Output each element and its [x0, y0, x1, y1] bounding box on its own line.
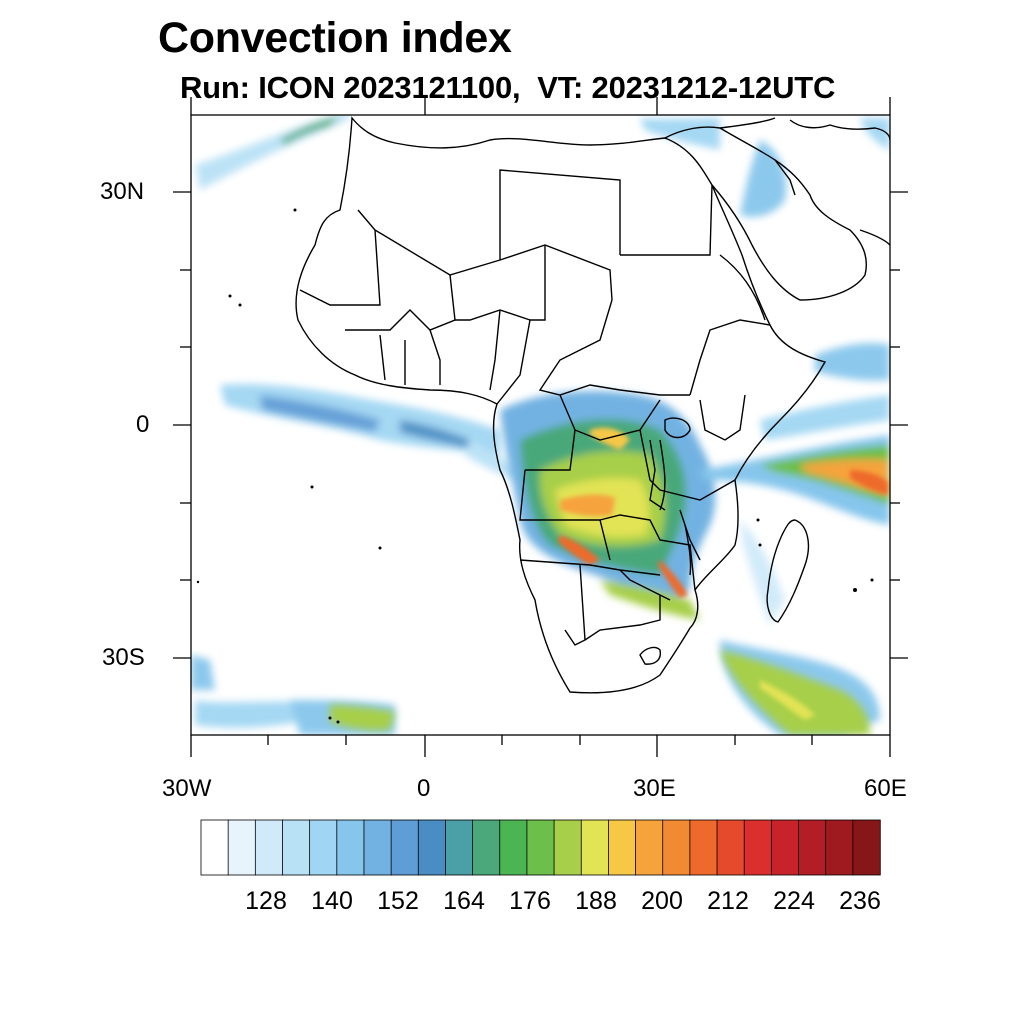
lon-label-0: 0: [417, 775, 431, 802]
colorbar-swatch: [390, 819, 419, 876]
colorbar-tick-label: 140: [311, 887, 353, 915]
colorbar-tick-label: 224: [773, 887, 815, 915]
colorbar-tick-label: 176: [509, 887, 551, 915]
colorbar-swatch: [770, 819, 800, 876]
lon-label-30w: 30W: [162, 775, 212, 802]
colorbar: [200, 819, 881, 876]
colorbar-swatch: [608, 819, 637, 876]
colorbar-swatch: [852, 819, 881, 876]
colorbar-tick-label: 188: [575, 887, 617, 915]
map-subtitle: Run: ICON 2023121100, VT: 20231212-12UTC: [180, 70, 836, 105]
axis-ticks: [173, 97, 908, 757]
colorbar-swatch: [445, 819, 474, 876]
colorbar-swatch: [635, 819, 664, 876]
lat-label-0: 0: [136, 411, 150, 438]
colorbar-swatch: [743, 819, 773, 876]
colorbar-swatch: [254, 819, 284, 876]
coastlines-and-borders: [295, 116, 890, 694]
colorbar-tick-label: 200: [641, 887, 683, 915]
colorbar-swatch: [553, 819, 582, 876]
lat-label-30s: 30S: [102, 644, 145, 671]
colorbar-tick-label: 164: [443, 887, 485, 915]
colorbar-swatch: [716, 819, 745, 876]
colorbar-swatch: [336, 819, 365, 876]
colorbar-swatch: [825, 819, 854, 876]
colorbar-swatch: [417, 819, 447, 876]
colorbar-swatch: [282, 819, 311, 876]
colorbar-tick-label: 212: [707, 887, 749, 915]
colorbar-swatch: [200, 819, 229, 876]
colorbar-swatch: [798, 819, 827, 876]
colorbar-swatch: [662, 819, 691, 876]
colorbar-swatch: [580, 819, 610, 876]
lon-label-30e: 30E: [633, 775, 676, 802]
convection-field: [191, 115, 890, 735]
colorbar-swatch: [363, 819, 392, 876]
islands: [196, 208, 874, 724]
colorbar-swatch: [499, 819, 528, 876]
colorbar-swatch: [309, 819, 338, 876]
colorbar-tick-label: 152: [377, 887, 419, 915]
colorbar-swatch: [227, 819, 257, 876]
colorbar-swatch: [472, 819, 501, 876]
colorbar-swatch: [689, 819, 718, 876]
lon-label-60e: 60E: [864, 775, 907, 802]
colorbar-tick-label: 236: [839, 887, 881, 915]
lat-label-30n: 30N: [100, 178, 145, 205]
colorbar-swatch: [526, 819, 555, 876]
map-title: Convection index: [158, 14, 512, 62]
colorbar-tick-label: 128: [245, 887, 287, 915]
